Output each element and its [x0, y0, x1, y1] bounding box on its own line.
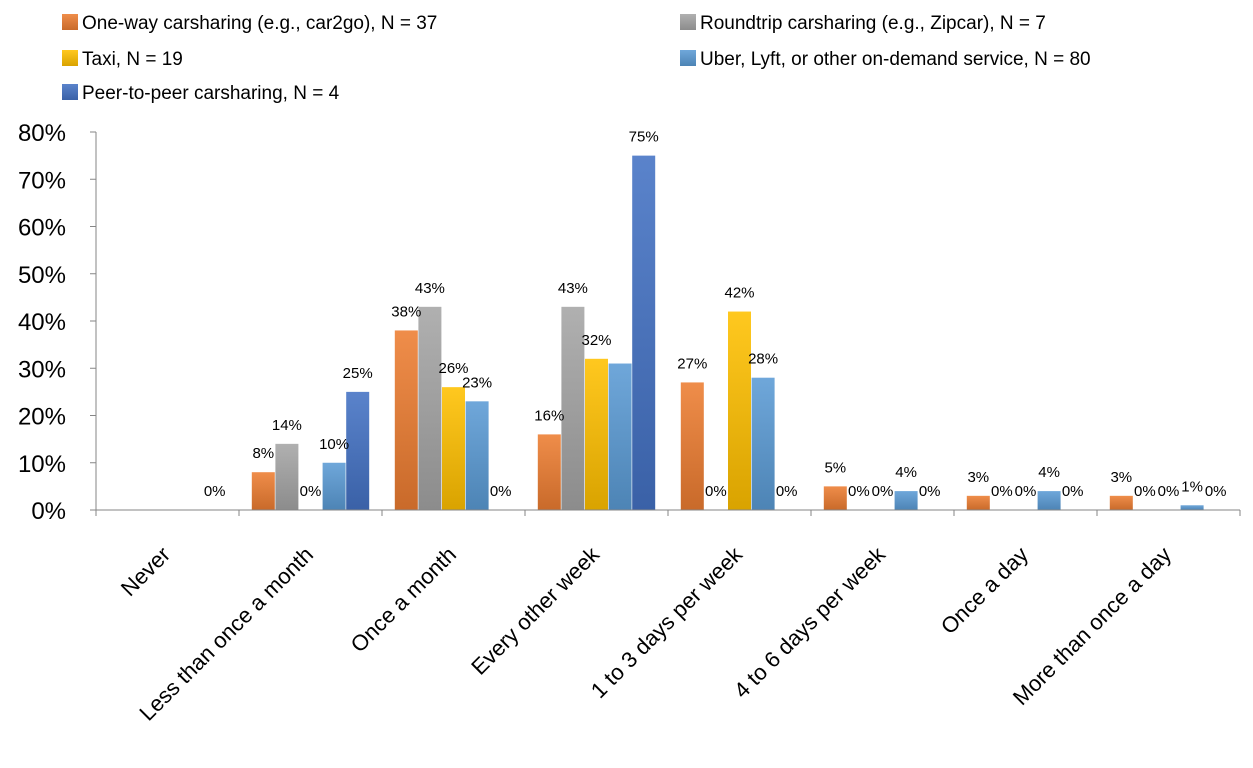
- data-label: 0%: [1015, 483, 1037, 500]
- bar: [823, 486, 847, 510]
- data-label: 0%: [1205, 483, 1227, 500]
- bars: [251, 155, 1204, 510]
- data-label: 4%: [895, 464, 917, 481]
- data-label: 3%: [967, 469, 989, 486]
- legend-item: Peer-to-peer carsharing, N = 4: [62, 83, 340, 104]
- bar: [537, 434, 561, 510]
- x-tick-label: 4 to 6 days per week: [729, 541, 891, 703]
- data-label: 43%: [415, 280, 445, 297]
- data-label: 8%: [252, 445, 274, 462]
- legend-item: Taxi, N = 19: [62, 49, 183, 70]
- data-label: 23%: [462, 374, 492, 391]
- data-labels: 0% 8% 14% 0% 10% 25% 38% 43% 26%23% 0% 16% 43% 32% 75…: [204, 129, 1227, 500]
- data-label: 0%: [204, 483, 226, 500]
- y-axis: 0% 10% 20% 30% 40% 50% 60% 70% 80%: [18, 120, 97, 525]
- legend-swatch: [680, 14, 696, 30]
- legend-label: One-way carsharing (e.g., car2go), N = 3…: [82, 13, 437, 34]
- y-tick-label: 50%: [18, 262, 66, 289]
- bar: [251, 472, 275, 510]
- y-tick-label: 60%: [18, 215, 66, 242]
- legend-label: Uber, Lyft, or other on-demand service, …: [700, 49, 1091, 70]
- data-label: 0%: [1158, 483, 1180, 500]
- bar: [966, 495, 990, 510]
- bar: [894, 491, 918, 510]
- bar: [1037, 491, 1061, 510]
- legend-item: Uber, Lyft, or other on-demand service, …: [680, 49, 1091, 70]
- y-tick-label: 10%: [18, 451, 66, 478]
- x-tick-label: More than once a day: [1008, 542, 1176, 710]
- data-label: 14%: [272, 417, 302, 434]
- data-label: 0%: [919, 483, 941, 500]
- bar: [728, 311, 751, 510]
- data-label: 0%: [776, 483, 798, 500]
- data-label: 4%: [1038, 464, 1060, 481]
- bar: [394, 330, 418, 510]
- data-label: 0%: [705, 483, 727, 500]
- bar: [680, 382, 704, 510]
- y-tick-label: 20%: [18, 404, 66, 431]
- x-tick-label: Once a month: [346, 542, 461, 657]
- data-label: 0%: [300, 483, 322, 500]
- data-label: 0%: [991, 483, 1013, 500]
- bar: [1109, 495, 1133, 510]
- bar: [442, 387, 465, 510]
- y-tick-label: 80%: [18, 120, 66, 147]
- legend-item: Roundtrip carsharing (e.g., Zipcar), N =…: [680, 13, 1046, 34]
- y-tick-label: 40%: [18, 309, 66, 336]
- data-label: 27%: [677, 355, 707, 372]
- data-label: 32%: [581, 332, 611, 349]
- data-label: 42%: [724, 285, 754, 302]
- bar: [561, 306, 585, 510]
- data-label: 43%: [558, 280, 588, 297]
- x-tick-label: 1 to 3 days per week: [586, 541, 748, 703]
- bar: [275, 443, 299, 510]
- bar: [632, 155, 656, 510]
- data-label: 10%: [319, 436, 349, 453]
- bar: [465, 401, 489, 510]
- x-tick-label: Once a day: [936, 542, 1033, 639]
- data-label: 26%: [438, 360, 468, 377]
- data-label: 25%: [343, 365, 373, 382]
- legend-label: Peer-to-peer carsharing, N = 4: [82, 83, 340, 104]
- data-label: 0%: [490, 483, 512, 500]
- bar: [751, 377, 775, 510]
- data-label: 0%: [872, 483, 894, 500]
- bar: [1180, 505, 1204, 510]
- data-label: 0%: [1062, 483, 1084, 500]
- legend-item: One-way carsharing (e.g., car2go), N = 3…: [62, 13, 437, 34]
- bar: [608, 363, 632, 510]
- legend-label: Taxi, N = 19: [82, 49, 183, 70]
- data-label: 38%: [391, 303, 421, 320]
- x-tick-label: Never: [116, 542, 175, 601]
- bar: [322, 462, 346, 510]
- bar: [346, 391, 370, 510]
- bar: [585, 358, 608, 510]
- data-label: 3%: [1110, 469, 1132, 486]
- data-label: 5%: [824, 459, 846, 476]
- data-label: 0%: [848, 483, 870, 500]
- legend-swatch: [62, 50, 78, 66]
- legend-swatch: [62, 84, 78, 100]
- legend: One-way carsharing (e.g., car2go), N = 3…: [62, 13, 1091, 104]
- y-tick-label: 70%: [18, 167, 66, 194]
- y-tick-label: 0%: [31, 498, 66, 525]
- data-label: 1%: [1181, 478, 1203, 495]
- y-tick-label: 30%: [18, 356, 66, 383]
- data-label: 0%: [1134, 483, 1156, 500]
- bar: [418, 306, 442, 510]
- x-tick-label: Every other week: [466, 541, 605, 680]
- data-label: 75%: [629, 129, 659, 146]
- legend-swatch: [62, 14, 78, 30]
- legend-label: Roundtrip carsharing (e.g., Zipcar), N =…: [700, 13, 1046, 34]
- legend-swatch: [680, 50, 696, 66]
- data-label: 28%: [748, 351, 778, 368]
- data-label: 16%: [534, 407, 564, 424]
